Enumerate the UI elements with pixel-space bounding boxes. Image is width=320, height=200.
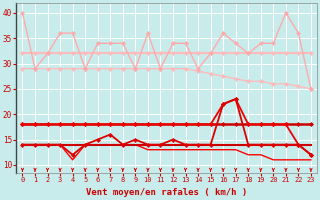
- X-axis label: Vent moyen/en rafales ( km/h ): Vent moyen/en rafales ( km/h ): [86, 188, 247, 197]
